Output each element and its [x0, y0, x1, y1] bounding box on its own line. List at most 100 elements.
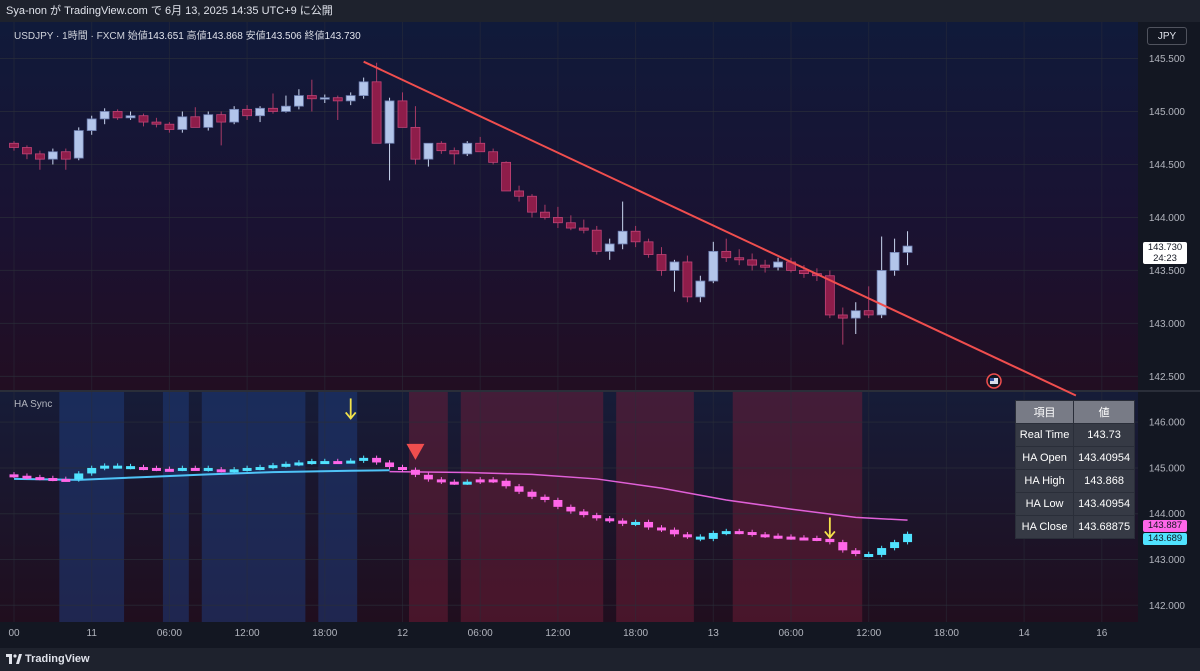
- last-price-value: 143.730: [1147, 242, 1183, 253]
- price-tick-label: 142.500: [1149, 372, 1186, 383]
- currency-button[interactable]: JPY: [1147, 27, 1187, 45]
- candle-body: [501, 161, 512, 192]
- table-header-item: 項目: [1014, 400, 1075, 424]
- ha-candle-body: [229, 469, 239, 473]
- ha-candle-body: [566, 506, 576, 512]
- time-tick-label: 11: [87, 628, 98, 639]
- table-row: Real Time 143.73: [1014, 423, 1135, 447]
- candle-body: [436, 142, 447, 152]
- ha-candle-body: [203, 467, 213, 471]
- candle-body: [112, 111, 123, 119]
- ha-candle-body: [462, 481, 472, 485]
- candle-body: [151, 121, 162, 125]
- candle-body: [695, 280, 706, 298]
- candle-body: [60, 151, 71, 160]
- candle-body: [488, 151, 499, 163]
- bg-band-red: [408, 392, 448, 622]
- table-header-value: 値: [1073, 400, 1135, 424]
- time-tick-label: 06:00: [157, 628, 182, 639]
- time-tick-label: 16: [1096, 628, 1108, 639]
- candle-body: [229, 108, 240, 123]
- time-axis-labels: 00 11 06:00 12:00 18:00 12 06:00 12:00 18:00 13 06…: [8, 628, 1107, 639]
- ha-candle-body: [644, 521, 654, 528]
- ha-candle-body: [825, 538, 835, 543]
- row-label: HA Low: [1014, 492, 1075, 516]
- ha-candle-body: [631, 521, 641, 525]
- ha-candle-body: [346, 460, 356, 464]
- symbol-name[interactable]: USDJPY · 1時間 · FXCM: [14, 31, 125, 42]
- ema-line-pink: [389, 470, 908, 521]
- ha-candle-body: [307, 461, 317, 465]
- ha-candle-body: [449, 481, 459, 485]
- candle-body: [850, 310, 861, 319]
- main-pane-bg: [0, 22, 1138, 390]
- ha-candle-body: [216, 469, 226, 473]
- high-label: 高値: [186, 31, 207, 42]
- time-tick-label: 00: [8, 628, 20, 639]
- chart-canvas: 142.500 143.000 143.500 144.000 144.500 145.0…: [0, 22, 1200, 648]
- ha-values-table: 項目 値 Real Time 143.73 HA Open 143.40954 HA…: [1014, 400, 1135, 539]
- ha-candle-body: [333, 461, 343, 465]
- ha-candle-body: [268, 465, 278, 469]
- candle-body: [565, 222, 576, 229]
- ha-candle-body: [22, 475, 32, 479]
- ha-candle-body: [61, 478, 71, 482]
- footer-bar: TradingView: [0, 648, 1200, 671]
- row-value: 143.868: [1073, 469, 1135, 493]
- ha-candle-body: [35, 477, 45, 481]
- ha-candle-body: [864, 554, 874, 558]
- ha-lower-tag: 143.689: [1143, 533, 1187, 545]
- table-row: HA Open 143.40954: [1014, 446, 1135, 470]
- ha-markers: [345, 398, 836, 539]
- row-label: Real Time: [1014, 423, 1075, 447]
- candle-body: [332, 97, 343, 102]
- candle-body: [255, 107, 265, 117]
- time-tick-label: 12:00: [856, 628, 881, 639]
- ha-candle-body: [281, 463, 291, 467]
- price-tick-label: 143.500: [1149, 266, 1186, 277]
- candle-body: [47, 151, 58, 160]
- candle-body: [617, 230, 628, 245]
- ha-price-tick-label: 146.000: [1149, 418, 1186, 429]
- row-value: 143.40954: [1073, 492, 1135, 516]
- indicator-title[interactable]: HA Sync: [14, 399, 53, 410]
- candle-body: [22, 147, 32, 155]
- ha-background-bands: [59, 392, 863, 622]
- time-axis-bg: [0, 622, 1200, 648]
- ha-candle-body: [113, 465, 123, 469]
- price-tick-label: 144.000: [1149, 213, 1186, 224]
- candle-body: [125, 115, 136, 119]
- footer-brand: TradingView: [25, 653, 90, 665]
- price-tick-label: 144.500: [1149, 160, 1186, 171]
- ha-candle-body: [139, 467, 148, 471]
- ha-candle-body: [579, 511, 589, 516]
- ha-candle-body: [320, 461, 330, 465]
- row-label: HA High: [1014, 469, 1075, 493]
- candle-body: [863, 310, 874, 316]
- time-tick-label: 12:00: [235, 628, 260, 639]
- sell-marker-icon: [406, 443, 425, 460]
- ha-price-tick-label: 144.000: [1149, 509, 1186, 520]
- bg-band-blue: [318, 392, 358, 622]
- candle-body: [99, 111, 110, 120]
- ha-candle-body: [721, 531, 731, 535]
- bg-band-blue: [162, 392, 189, 622]
- candle-body: [164, 123, 175, 130]
- candle-body: [319, 97, 330, 100]
- ha-candle-body: [903, 533, 913, 543]
- candle-body: [177, 116, 188, 130]
- bg-band-red: [460, 392, 604, 622]
- candle-body: [578, 227, 589, 231]
- candle-body: [734, 257, 745, 261]
- close-label: 終値: [304, 31, 325, 42]
- low-label: 安値: [245, 31, 266, 42]
- time-tick-label: 18:00: [623, 628, 648, 639]
- candle-body: [630, 230, 641, 243]
- ha-candle-body: [605, 518, 615, 522]
- candle-body: [190, 116, 201, 128]
- trendline-group: [363, 60, 1077, 397]
- ha-candle-body: [618, 520, 628, 524]
- ha-candle-body: [87, 467, 97, 474]
- ha-candle-body: [164, 468, 174, 472]
- ha-candle-body: [255, 467, 265, 471]
